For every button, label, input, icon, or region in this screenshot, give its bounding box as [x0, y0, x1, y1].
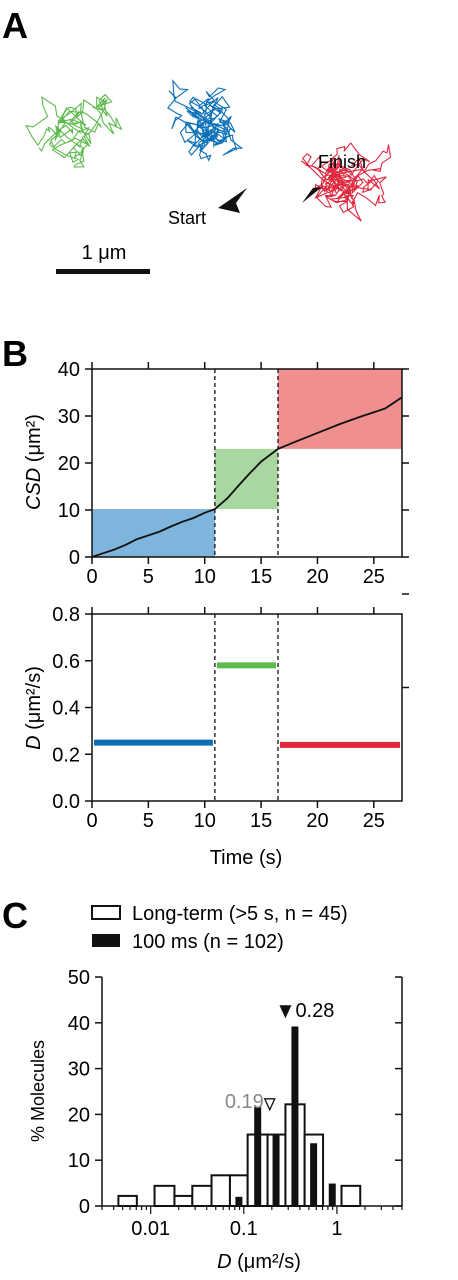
x-tick-label: 0: [86, 566, 97, 588]
hist-ylabel: % Molecules: [28, 1040, 48, 1142]
blue-trajectory-segment: [167, 79, 244, 162]
median-open-marker: [263, 1098, 276, 1112]
start-label: Start: [168, 208, 206, 228]
legend-filled-label: 100 ms (n = 102): [132, 931, 284, 953]
x-tick-label: 15: [250, 566, 272, 588]
x-tick-label: 0.1: [230, 1218, 258, 1240]
open-bar: [117, 1194, 138, 1207]
x-tick-label: 10: [194, 566, 216, 588]
y-tick-label: 30: [68, 1059, 90, 1081]
y-tick-label: 0.8: [52, 604, 80, 626]
y-tick-label: 40: [68, 1013, 90, 1035]
y-tick-label: 20: [68, 1104, 90, 1126]
open-bar: [210, 1174, 231, 1207]
x-tick-label: 20: [306, 566, 328, 588]
filled-bar: [310, 1143, 318, 1206]
x-tick-label: 25: [363, 566, 385, 588]
open-bar: [153, 1184, 176, 1208]
time-xlabel: Time (s): [210, 847, 283, 869]
open-bar: [340, 1184, 362, 1208]
finish-arrowhead: [302, 170, 326, 203]
x-tick-label: 1: [331, 1218, 342, 1240]
x-tick-label: 0.01: [131, 1218, 170, 1240]
legend-open-swatch: [91, 905, 121, 920]
x-tick-label: 5: [143, 810, 154, 832]
filled-bar: [328, 1183, 336, 1206]
legend-filled-swatch: [92, 934, 120, 947]
d-ylabel: D (μm²/s): [23, 666, 45, 750]
x-tick-label: 0: [86, 810, 97, 832]
filled-bar: [291, 1026, 299, 1206]
trajectory-plot: [25, 79, 392, 222]
y-tick-label: 0.2: [52, 744, 80, 766]
y-tick-label: 40: [58, 359, 80, 381]
finish-label: Finish: [318, 152, 366, 172]
diffusion-coefficient-chart: 0 5 10 15 20 25 0.0 0.2 0.4 0.6 0.8: [52, 593, 409, 832]
panel-c-label: C: [2, 895, 28, 936]
y-tick-label: 0.0: [52, 791, 80, 813]
start-arrowhead: [218, 188, 247, 213]
panel-a-label: A: [2, 5, 28, 46]
hist-xlabel: D (μm²/s): [217, 1251, 301, 1273]
legend: Long-term (>5 s, n = 45) 100 ms (n = 102…: [91, 903, 348, 953]
x-tick-label: 10: [194, 810, 216, 832]
plot-frame: [91, 613, 403, 802]
open-bar: [191, 1184, 213, 1208]
y-tick-label: 0: [69, 547, 80, 569]
legend-open-label: Long-term (>5 s, n = 45): [132, 903, 348, 925]
y-tick-label: 0.6: [52, 651, 80, 673]
csd-chart: 0 5 10 15 20 25 0 10 20 30 40: [58, 359, 409, 588]
histogram-chart: 0.19 0.28 0 10 20 30 40 50 0.01 0.1 1: [68, 967, 403, 1240]
x-tick-label: 20: [306, 810, 328, 832]
csd-ylabel: CSD (μm²): [23, 414, 45, 510]
y-tick-label: 10: [58, 500, 80, 522]
red-trajectory-segment: [300, 142, 392, 222]
median-open-label: 0.19: [225, 1091, 264, 1113]
y-tick-label: 10: [68, 1150, 90, 1172]
median-filled-marker: [279, 1005, 292, 1019]
x-tick-label: 25: [363, 810, 385, 832]
y-tick-label: 20: [58, 453, 80, 475]
open-bar: [173, 1194, 194, 1207]
median-filled-label: 0.28: [295, 1000, 334, 1022]
panel-b-label: B: [2, 333, 28, 374]
filled-bar: [254, 1107, 262, 1206]
y-tick-label: 0: [79, 1196, 90, 1218]
green-trajectory-segment: [25, 93, 123, 168]
csd-line: [91, 396, 403, 558]
y-tick-label: 0.4: [52, 698, 80, 720]
x-tick-label: 5: [143, 566, 154, 588]
scale-bar: [56, 269, 150, 274]
y-tick-label: 50: [68, 967, 90, 989]
x-tick-label: 15: [250, 810, 272, 832]
filled-bar: [235, 1196, 243, 1206]
filled-bar: [272, 1134, 280, 1206]
y-tick-label: 30: [58, 406, 80, 428]
scale-bar-label: 1 μm: [82, 242, 127, 264]
